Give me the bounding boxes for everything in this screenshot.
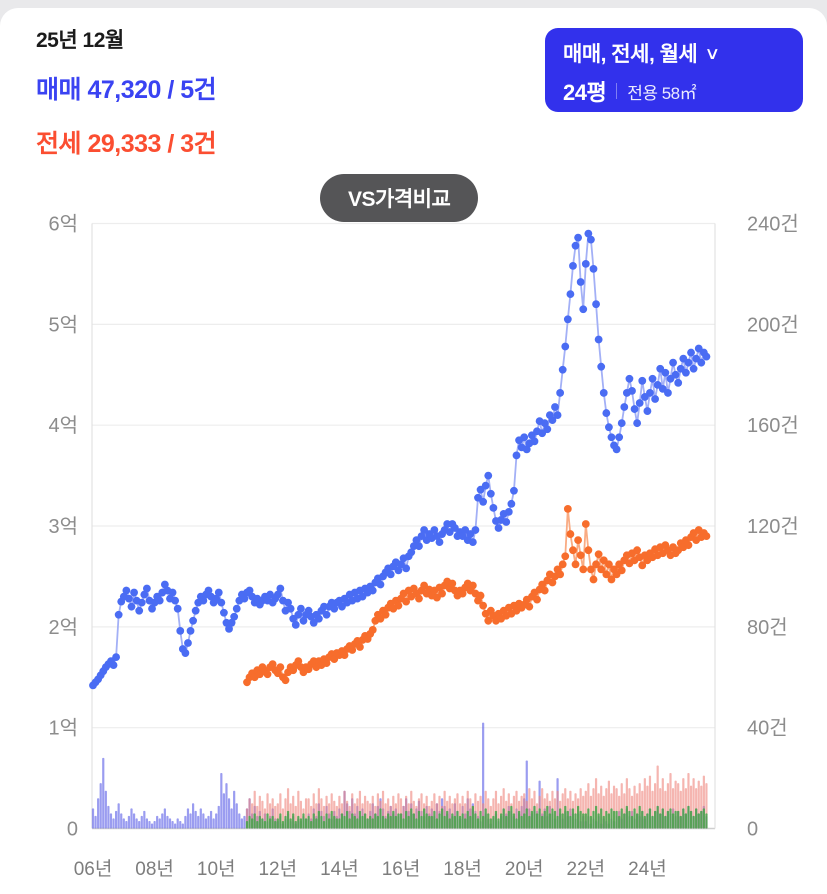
area-row: 24평 전용 58㎡ bbox=[563, 75, 803, 107]
svg-text:80건: 80건 bbox=[747, 616, 788, 639]
svg-text:08년: 08년 bbox=[135, 858, 174, 880]
chart-grid bbox=[91, 222, 716, 830]
trade-type-filter-button[interactable]: 매매, 전세, 월세 ∨ 24평 전용 58㎡ bbox=[545, 28, 803, 112]
svg-text:160건: 160건 bbox=[747, 414, 799, 437]
price-line-전세가억 bbox=[243, 504, 711, 687]
exclusive-area-label: 전용 58㎡ bbox=[627, 83, 697, 103]
svg-text:12년: 12년 bbox=[258, 858, 297, 880]
svg-text:6억: 6억 bbox=[48, 213, 78, 236]
svg-text:10년: 10년 bbox=[197, 858, 236, 880]
trade-type-label: 매매, 전세, 월세 bbox=[563, 43, 698, 66]
svg-text:3억: 3억 bbox=[48, 515, 78, 538]
x-axis-labels: 06년 08년 10년 12년 14년 16년 18년 20년 22년 24년 bbox=[74, 858, 667, 880]
svg-text:200건: 200건 bbox=[747, 313, 799, 336]
svg-text:16년: 16년 bbox=[382, 858, 421, 880]
svg-text:1억: 1억 bbox=[48, 717, 78, 740]
volume-bars-전세거래량건 bbox=[245, 765, 708, 829]
sale-price-summary: 매매 47,320 / 5건 bbox=[36, 76, 217, 104]
vs-price-compare-button[interactable]: VS가격비교 bbox=[320, 174, 479, 222]
jeonse-price-summary: 전세 29,333 / 3건 bbox=[36, 130, 217, 158]
svg-text:40건: 40건 bbox=[747, 717, 788, 740]
y-axis-left-labels: 6억 5억 4억 3억 2억 1억 0 bbox=[48, 213, 78, 841]
chevron-down-icon: ∨ bbox=[704, 44, 721, 63]
svg-text:120건: 120건 bbox=[747, 515, 799, 538]
svg-text:2억: 2억 bbox=[48, 616, 78, 639]
svg-text:06년: 06년 bbox=[74, 858, 113, 880]
svg-text:0: 0 bbox=[67, 819, 78, 841]
svg-text:4억: 4억 bbox=[48, 414, 78, 437]
area-label: 24평 bbox=[563, 80, 607, 105]
svg-text:20년: 20년 bbox=[505, 858, 544, 880]
divider bbox=[616, 83, 618, 99]
svg-text:0: 0 bbox=[747, 819, 758, 841]
svg-text:5억: 5억 bbox=[48, 313, 78, 336]
volume-bars-월세거래량건 bbox=[245, 805, 708, 829]
price-line-매매가억 bbox=[89, 229, 711, 690]
chart-card: 6억 5억 4억 3억 2억 1억 0 240건 200건 160건 120건 80건 40건 0 06년 0… bbox=[0, 8, 827, 894]
svg-text:24년: 24년 bbox=[628, 858, 667, 880]
y-axis-right-labels: 240건 200건 160건 120건 80건 40건 0 bbox=[747, 213, 799, 841]
svg-text:240건: 240건 bbox=[747, 213, 799, 236]
svg-text:14년: 14년 bbox=[320, 858, 359, 880]
volume-bars-매매거래량건 bbox=[91, 722, 708, 829]
selected-month-label: 25년 12월 bbox=[36, 29, 124, 52]
svg-text:22년: 22년 bbox=[566, 858, 605, 880]
trade-type-row: 매매, 전세, 월세 ∨ bbox=[563, 38, 803, 68]
svg-text:18년: 18년 bbox=[443, 858, 482, 880]
